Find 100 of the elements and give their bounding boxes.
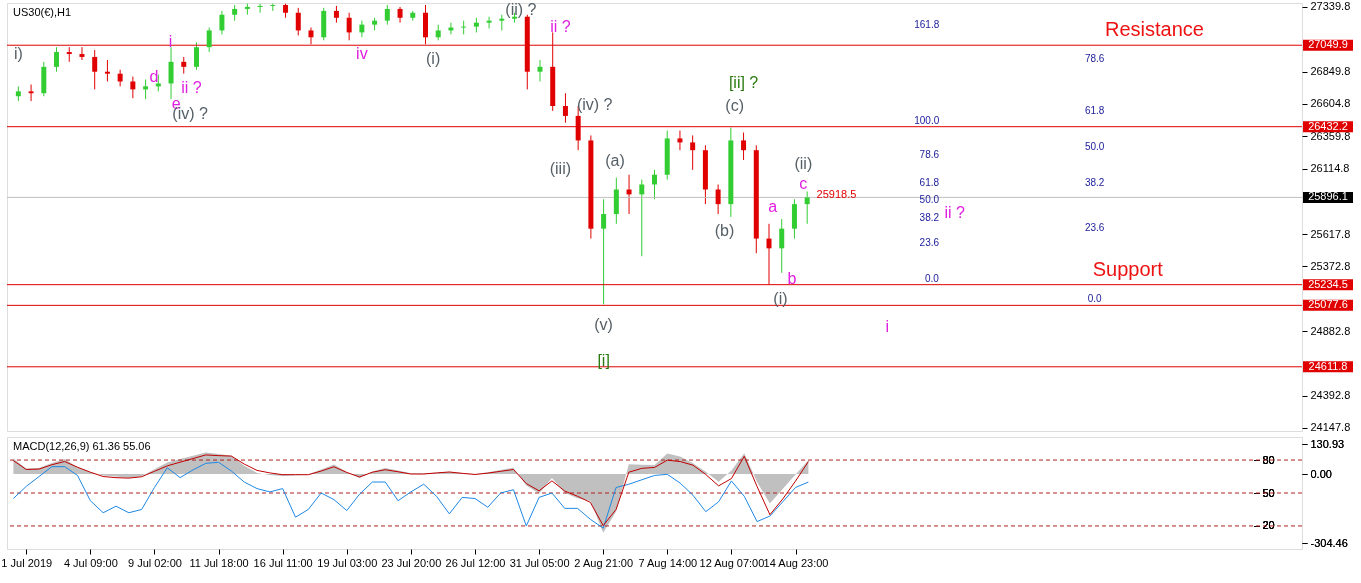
candlestick: [143, 79, 149, 100]
y2-tick-label: 50: [1262, 486, 1275, 499]
candlestick: [562, 92, 568, 124]
y2-tick-label: 80: [1262, 453, 1275, 466]
annotation: 78.6: [919, 149, 940, 161]
annotation: [ii] ?: [728, 74, 759, 92]
candlestick: [130, 76, 136, 99]
candlestick: [193, 41, 199, 71]
candlestick: [346, 12, 352, 41]
x-tick-label: 1 Jul 2019: [1, 556, 53, 569]
candlestick: [168, 46, 174, 100]
annotation: [i]: [597, 352, 610, 370]
annotation: (c): [725, 97, 744, 115]
y-tick-label: 27339.8: [1310, 0, 1351, 13]
annotation: 100.0: [914, 114, 940, 126]
candlestick: [690, 134, 696, 171]
ref-line-label: 27049.9: [1308, 38, 1348, 51]
annotation: 38.2: [919, 211, 940, 223]
candlestick: [639, 179, 645, 257]
y-tick-label: -304.46: [1310, 536, 1348, 549]
candlestick: [537, 59, 543, 82]
candlestick: [741, 132, 747, 161]
candlestick: [804, 190, 810, 225]
ref-line-label: 25896.1: [1308, 190, 1348, 203]
candlestick: [601, 198, 607, 305]
candlestick: [28, 84, 34, 102]
annotation: (i): [773, 290, 788, 308]
candlestick: [92, 49, 98, 90]
annotation: (iv) ?: [576, 96, 613, 114]
y-tick-label: 24392.8: [1310, 389, 1351, 402]
y-tick-label: 25617.8: [1310, 227, 1351, 240]
annotation: (b): [714, 221, 735, 239]
annotation: i: [885, 317, 890, 335]
candlestick: [715, 183, 721, 215]
x-tick-label: 19 Jul 03:00: [317, 556, 378, 569]
annotation: (ii) ?: [505, 0, 537, 18]
annotation: a: [768, 198, 778, 216]
y2-tick-label: 20: [1262, 519, 1275, 532]
annotation: i: [168, 32, 173, 50]
candlestick: [257, 3, 263, 14]
y-tick-label: 24882.8: [1310, 324, 1351, 337]
x-tick-label: 2 Aug 21:00: [574, 556, 634, 569]
y-tick-label: 26359.8: [1310, 129, 1351, 142]
y-tick-label: 25372.8: [1310, 259, 1351, 272]
candlestick: [779, 218, 785, 274]
annotation: ii ?: [181, 79, 202, 97]
annotation: Support: [1092, 257, 1164, 280]
annotation: (i): [426, 49, 441, 67]
candlestick: [652, 169, 657, 200]
ref-line-label: 25077.6: [1308, 298, 1348, 311]
annotation: Resistance: [1105, 17, 1204, 40]
annotation: 50.0: [1084, 141, 1105, 153]
annotation: iv: [356, 45, 368, 63]
annotation: 78.6: [1084, 52, 1105, 64]
annotation: 61.8: [919, 176, 940, 188]
annotation: 50.0: [919, 194, 940, 206]
annotation: 61.8: [1084, 105, 1105, 117]
x-tick-label: 26 Jul 12:00: [445, 556, 506, 569]
x-tick-label: 11 Jul 18:00: [189, 556, 249, 569]
candlestick: [104, 59, 110, 82]
annotation: d: [149, 67, 159, 85]
chart-title: MACD(12,26,9) 61.36 55.06: [13, 440, 151, 452]
annotation: (ii): [794, 154, 813, 172]
x-tick-label: 14 Aug 23:00: [763, 556, 829, 569]
annotation: i): [13, 45, 23, 63]
annotation: (a): [605, 152, 625, 170]
candlestick: [384, 4, 390, 26]
candlestick: [219, 10, 225, 35]
x-tick-label: 7 Aug 14:00: [638, 556, 698, 569]
x-tick-label: 31 Jul 05:00: [509, 556, 570, 569]
ref-line-label: 25234.5: [1308, 277, 1348, 290]
x-tick-label: 16 Jul 11:00: [253, 556, 313, 569]
candlestick: [359, 20, 365, 38]
annotation: 161.8: [914, 18, 940, 30]
x-tick-label: 12 Aug 07:00: [699, 556, 765, 569]
x-tick-label: 23 Jul 20:00: [381, 556, 442, 569]
y-tick-label: 130.93: [1310, 437, 1345, 450]
y-tick-label: 24147.8: [1310, 421, 1351, 434]
annotation: c: [799, 174, 808, 192]
annotation: (iii): [549, 159, 572, 177]
ref-line-label: 26432.2: [1308, 119, 1348, 132]
candlestick: [206, 27, 212, 53]
annotation: 0.0: [1087, 293, 1103, 305]
candlestick: [54, 46, 60, 73]
annotation: (v): [594, 315, 613, 333]
annotation: ii ?: [944, 204, 966, 222]
annotation: 25918.5: [816, 188, 857, 201]
annotation: ii ?: [550, 17, 571, 35]
x-tick-label: 4 Jul 09:00: [63, 556, 118, 569]
annotation: 23.6: [919, 236, 940, 248]
ref-line-label: 24611.8: [1308, 359, 1348, 372]
y-tick-label: 26114.8: [1310, 162, 1350, 175]
y-tick-label: 26604.8: [1310, 97, 1351, 110]
annotation: 0.0: [924, 272, 940, 284]
chart-title: US30(€),H1: [13, 6, 72, 18]
candlestick: [626, 174, 632, 215]
x-tick-label: 9 Jul 02:00: [128, 556, 182, 569]
annotation: 23.6: [1084, 221, 1105, 233]
candlestick: [486, 16, 492, 29]
y-tick-label: 26849.8: [1310, 65, 1351, 78]
